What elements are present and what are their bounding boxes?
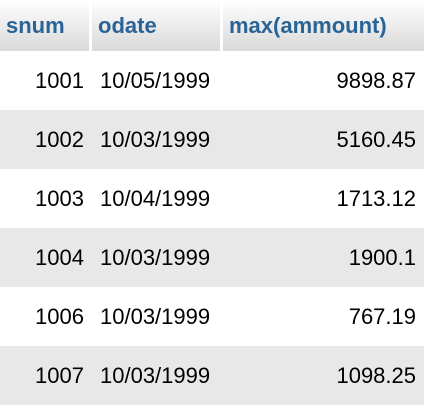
cell-max-ammount: 767.19 [223,287,424,346]
cell-snum: 1006 [0,287,92,346]
table-row[interactable]: 1004 10/03/1999 1900.1 [0,228,424,287]
table-row[interactable]: 1001 10/05/1999 9898.87 [0,51,424,110]
table-header: snum odate max(ammount) [0,0,424,51]
cell-max-ammount: 1900.1 [223,228,424,287]
cell-snum: 1004 [0,228,92,287]
cell-max-ammount: 1713.12 [223,169,424,228]
cell-snum: 1007 [0,346,92,405]
cell-snum: 1003 [0,169,92,228]
table-row[interactable]: 1002 10/03/1999 5160.45 [0,110,424,169]
cell-max-ammount: 1098.25 [223,346,424,405]
cell-max-ammount: 9898.87 [223,51,424,110]
cell-odate: 10/05/1999 [92,51,223,110]
cell-odate: 10/03/1999 [92,346,223,405]
cell-odate: 10/04/1999 [92,169,223,228]
column-header-snum[interactable]: snum [0,0,92,51]
column-header-max-ammount[interactable]: max(ammount) [223,0,424,51]
table-row[interactable]: 1007 10/03/1999 1098.25 [0,346,424,405]
table-row[interactable]: 1003 10/04/1999 1713.12 [0,169,424,228]
result-table: snum odate max(ammount) 1001 10/05/1999 … [0,0,424,405]
cell-odate: 10/03/1999 [92,228,223,287]
header-row: snum odate max(ammount) [0,0,424,51]
table-body: 1001 10/05/1999 9898.87 1002 10/03/1999 … [0,51,424,405]
column-header-odate[interactable]: odate [92,0,223,51]
cell-snum: 1001 [0,51,92,110]
cell-max-ammount: 5160.45 [223,110,424,169]
cell-odate: 10/03/1999 [92,110,223,169]
cell-snum: 1002 [0,110,92,169]
table-row[interactable]: 1006 10/03/1999 767.19 [0,287,424,346]
cell-odate: 10/03/1999 [92,287,223,346]
